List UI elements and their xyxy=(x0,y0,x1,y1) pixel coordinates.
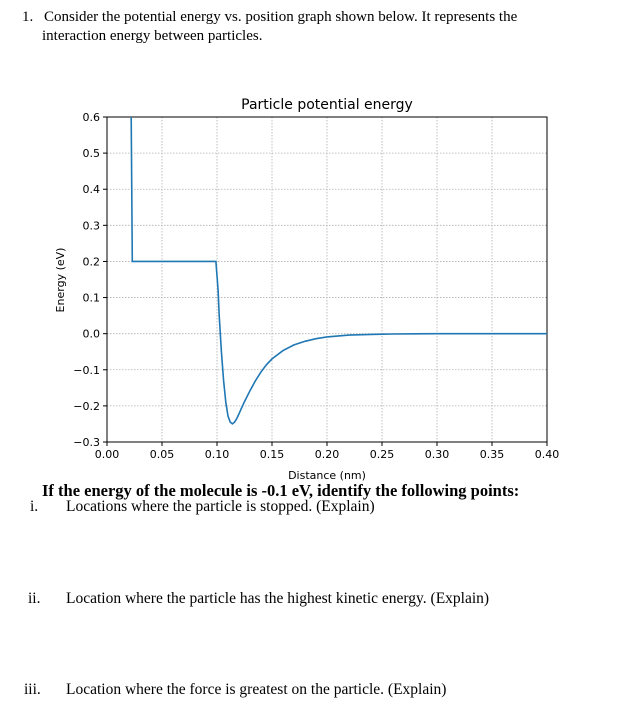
x-tick-label: 0.20 xyxy=(315,448,340,461)
item-label: i. xyxy=(30,498,39,515)
x-tick-label: 0.35 xyxy=(480,448,505,461)
y-tick-label: −0.1 xyxy=(73,364,100,377)
y-tick-label: 0.3 xyxy=(83,219,101,232)
prompt-text: If the energy of the molecule is -0.1 eV… xyxy=(42,481,520,500)
x-tick-label: 0.00 xyxy=(95,448,120,461)
question-text-line2: interaction energy between particles. xyxy=(42,28,263,44)
y-tick-label: 0.6 xyxy=(83,111,101,124)
item-label: ii. xyxy=(28,590,41,607)
item-text: Location where the particle has the high… xyxy=(66,590,490,607)
potential-energy-chart: 0.00 0.05 0.10 0.15 0.20 0.25 0.30 0.35 0.40 0.6 0… xyxy=(54,97,559,482)
chart-ticks: 0.00 0.05 0.10 0.15 0.20 0.25 0.30 0.35 0.40 0.6 0… xyxy=(73,111,559,461)
y-axis-label: Energy (eV) xyxy=(54,248,67,313)
y-tick-label: 0.2 xyxy=(83,255,101,268)
item-text: Location where the force is greatest on … xyxy=(66,681,447,698)
y-tick-label: −0.3 xyxy=(73,436,100,449)
x-tick-label: 0.25 xyxy=(370,448,395,461)
y-tick-label: 0.4 xyxy=(83,183,101,196)
y-tick-label: 0.1 xyxy=(83,292,101,305)
x-tick-label: 0.30 xyxy=(425,448,450,461)
x-tick-label: 0.15 xyxy=(260,448,285,461)
x-axis-label: Distance (nm) xyxy=(288,469,366,482)
y-tick-label: −0.2 xyxy=(73,400,100,413)
chart-title: Particle potential energy xyxy=(241,97,413,113)
question-number: 1. xyxy=(22,9,34,25)
x-tick-label: 0.05 xyxy=(150,448,175,461)
chart-grid xyxy=(106,116,548,443)
item-text: Locations where the particle is stopped.… xyxy=(66,498,375,515)
item-label: iii. xyxy=(24,681,41,698)
energy-curve xyxy=(130,116,547,425)
question-text-line1: Consider the potential energy vs. positi… xyxy=(44,9,518,25)
x-tick-label: 0.40 xyxy=(535,448,560,461)
x-tick-label: 0.10 xyxy=(205,448,230,461)
y-tick-label: 0.0 xyxy=(83,328,101,341)
y-tick-label: 0.5 xyxy=(83,147,101,160)
